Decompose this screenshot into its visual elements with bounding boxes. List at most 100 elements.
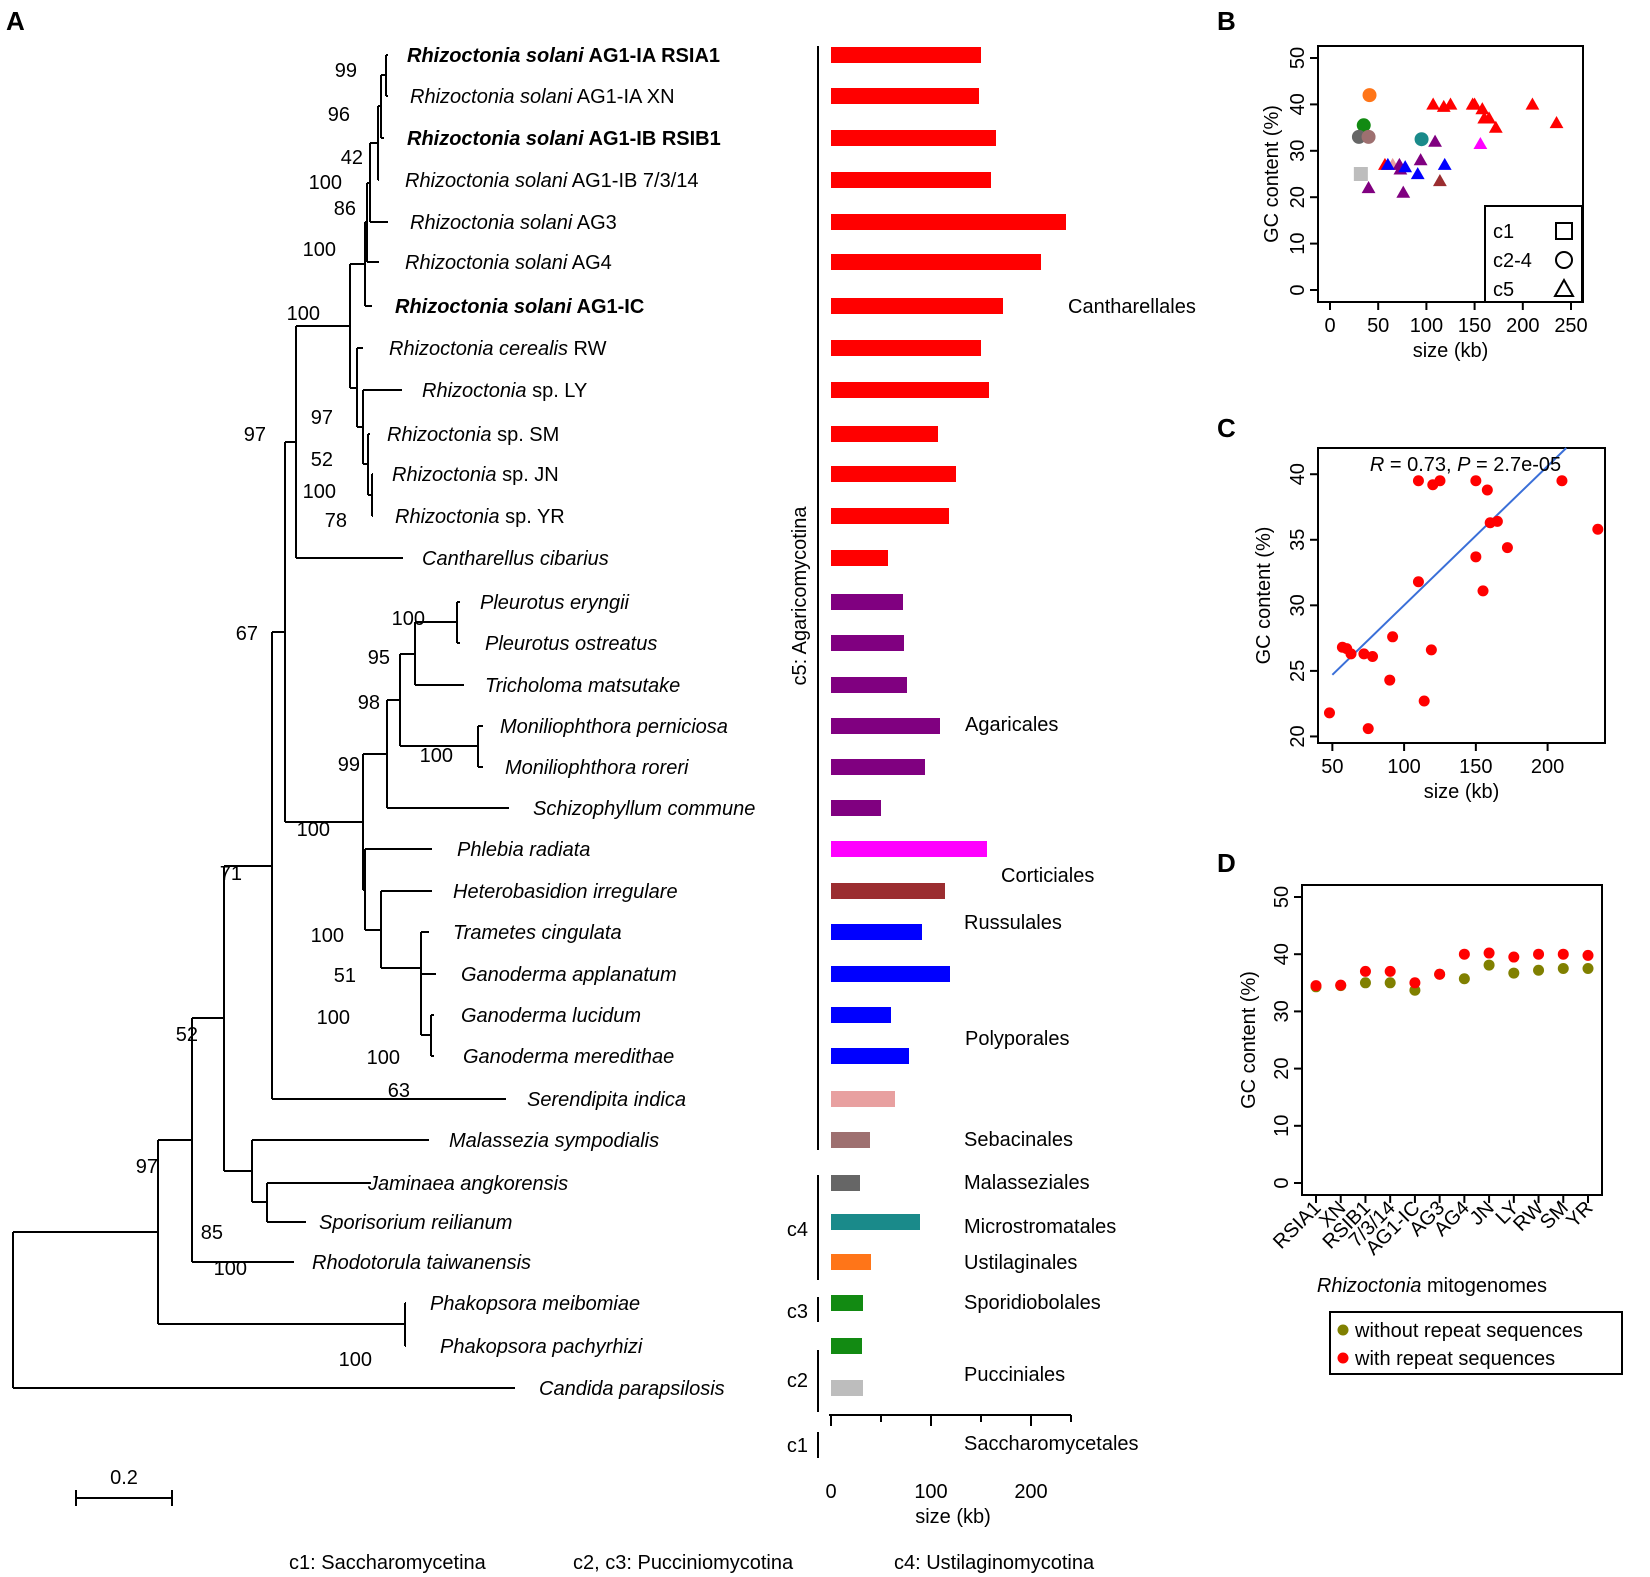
x-tick-label: 200	[1014, 1481, 1047, 1503]
bootstrap-value: 85	[201, 1222, 223, 1244]
data-point-without-repeat	[1483, 959, 1495, 971]
data-point	[1362, 723, 1374, 735]
data-point	[1353, 167, 1368, 181]
taxon-label: Rhizoctonia solani AG1-IA XN	[410, 86, 675, 108]
x-tick-label: 200	[1531, 756, 1564, 778]
legend-box	[1329, 1311, 1623, 1375]
bar-rhizoctonia-solani-ag1-ia-rsia1	[831, 47, 981, 63]
data-point-with-repeat	[1384, 965, 1396, 977]
scale-bar-label: 0.2	[110, 1467, 138, 1489]
bar-rhizoctonia-sp-ly	[831, 382, 989, 398]
taxon-genus: Trametes cingulata	[453, 922, 622, 944]
y-tick-label: 30	[1271, 1000, 1293, 1022]
data-point	[1470, 551, 1482, 563]
correlation-annotation: R = 0.73, P = 2.7e-05	[1370, 454, 1561, 476]
scale-bar: 0.2	[75, 1467, 173, 1506]
bootstrap-value: 100	[309, 172, 342, 194]
bar-pleurotus-eryngii	[831, 594, 903, 610]
taxon-label: Rhizoctonia solani AG4	[405, 252, 612, 274]
y-tick-label: 0	[1271, 1177, 1293, 1188]
taxon-genus: Moniliophthora perniciosa	[500, 716, 728, 738]
bootstrap-value: 42	[341, 147, 363, 169]
data-point	[1436, 99, 1451, 112]
footer-c4: c4: Ustilaginomycotina	[894, 1552, 1095, 1574]
y-tick-label: 50	[1287, 47, 1309, 69]
data-point	[1525, 97, 1540, 110]
x-tick-label: 50	[1321, 756, 1343, 778]
bar-serendipita-indica	[831, 1091, 895, 1107]
bar-phlebia-radiata	[831, 841, 987, 857]
order-label-cantharellales: Cantharellales	[1068, 296, 1196, 318]
x-axis-label: size (kb)	[1413, 340, 1489, 362]
y-tick-label: 20	[1287, 725, 1309, 747]
panel-label-d: D	[1217, 848, 1236, 878]
y-axis-label: GC content (%)	[1253, 527, 1275, 665]
plot-frame	[1317, 45, 1584, 303]
data-point	[1345, 648, 1357, 660]
data-point	[1413, 153, 1428, 166]
bootstrap-value: 52	[311, 449, 333, 471]
bar-moniliophthora-perniciosa	[831, 718, 940, 734]
data-point	[1362, 88, 1377, 103]
taxon-genus: Candida parapsilosis	[539, 1378, 725, 1400]
bootstrap-value: 63	[388, 1080, 410, 1102]
bar-rhizoctonia-solani-ag4	[831, 254, 1041, 270]
bar-rhizoctonia-sp-yr	[831, 508, 949, 524]
bar-rhizoctonia-cerealis-rw	[831, 340, 981, 356]
data-point-with-repeat	[1508, 951, 1520, 963]
taxon-label: Jaminaea angkorensis	[367, 1173, 568, 1195]
bootstrap-values: 9996421008610010097521007897671009598100…	[136, 60, 453, 1371]
order-label-agaricales: Agaricales	[965, 714, 1058, 736]
taxon-label: Tricholoma matsutake	[485, 675, 680, 697]
y-tick-label: 30	[1287, 594, 1309, 616]
data-point-with-repeat	[1310, 980, 1322, 992]
taxon-genus: Pleurotus eryngii	[480, 592, 630, 614]
data-point	[1351, 129, 1366, 144]
clade-label-c3: c3	[787, 1301, 808, 1323]
data-point-without-repeat	[1582, 963, 1594, 974]
phylogenetic-tree	[12, 54, 515, 1389]
order-label-pucciniales: Pucciniales	[964, 1364, 1065, 1386]
x-tick-label: 0	[1324, 315, 1335, 337]
bar-cantharellus-cibarius	[831, 550, 888, 566]
legend-triangle	[1553, 277, 1575, 297]
data-point	[1361, 129, 1376, 144]
taxon-label: Candida parapsilosis	[539, 1378, 725, 1400]
data-point	[1437, 157, 1452, 170]
clade-label-c2: c2	[787, 1370, 808, 1392]
bootstrap-value: 78	[325, 510, 347, 532]
taxon-genus: Rhodotorula taiwanensis	[312, 1252, 531, 1274]
bar-ganoderma-meredithae	[831, 1048, 909, 1064]
x-tick-label: 150	[1458, 315, 1491, 337]
taxon-label: Serendipita indica	[527, 1089, 686, 1111]
taxon-label: Rhodotorula taiwanensis	[312, 1252, 531, 1274]
panel-label-a: A	[6, 6, 25, 36]
data-point	[1473, 136, 1488, 150]
x-axis-label: size (kb)	[1424, 781, 1500, 803]
data-point	[1481, 484, 1493, 496]
order-labels: Cantharellales Agaricales Corticiales Russu…	[964, 296, 1196, 1455]
data-point-with-repeat	[1582, 949, 1594, 961]
y-tick-label: 10	[1287, 232, 1309, 254]
plot-frame	[1317, 447, 1606, 744]
bootstrap-value: 96	[328, 104, 350, 126]
taxon-label: Malassezia sympodialis	[449, 1130, 659, 1152]
legend-label: with repeat sequences	[1354, 1348, 1555, 1370]
taxon-label: Rhizoctonia cerealis RW	[389, 338, 607, 360]
bootstrap-value: 100	[420, 745, 453, 767]
bar-rhizoctonia-solani-ag1-ia-xn	[831, 88, 979, 104]
bootstrap-value: 52	[176, 1024, 198, 1046]
data-point	[1549, 116, 1564, 129]
taxon-strain: AG4	[567, 252, 611, 274]
data-point-with-repeat	[1409, 977, 1421, 989]
taxon-strain: RW	[568, 338, 607, 360]
data-point	[1358, 648, 1370, 660]
taxon-genus: Pleurotus ostreatus	[485, 633, 657, 655]
taxon-genus: Rhizoctonia solani	[395, 296, 572, 318]
taxon-strain: AG1-IC	[572, 296, 645, 318]
data-point	[1556, 475, 1568, 487]
taxon-label: Ganoderma meredithae	[463, 1046, 674, 1068]
x-tick-label: 100	[1387, 756, 1420, 778]
data-point-without-repeat	[1458, 973, 1470, 985]
data-point	[1425, 644, 1437, 656]
